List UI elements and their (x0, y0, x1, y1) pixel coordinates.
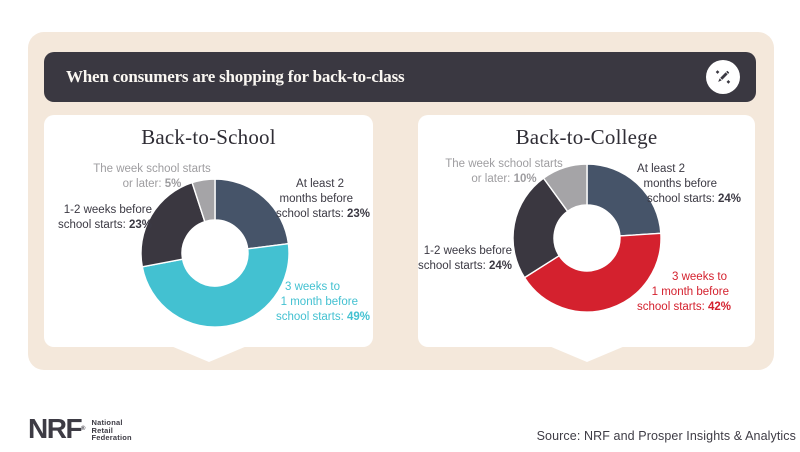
value-three-weeks: 42% (707, 301, 731, 313)
donut-segment (586, 163, 662, 237)
nrf-logo-text: NRF (28, 413, 83, 444)
donut-segment (191, 178, 216, 223)
value-one-two: 23% (128, 219, 152, 231)
value-week-of: 10% (513, 173, 537, 185)
chart-title-back-to-college: Back-to-College (515, 125, 658, 149)
donut-segment (140, 181, 206, 268)
label-at-least-2-months: At least 2 months before school starts: … (276, 178, 370, 220)
label-3-weeks-1-month: 3 weeks to 1 month before school starts:… (637, 271, 731, 313)
source-text: Source: NRF and Prosper Insights & Analy… (536, 429, 796, 443)
donut-segment (214, 178, 290, 250)
registered-mark: ® (81, 426, 86, 432)
label-1-2-weeks: 1-2 weeks before school starts: 23% (58, 204, 152, 231)
card-back-to-college: Back-to-College The week school starts o… (418, 115, 755, 347)
value-three-weeks: 49% (346, 311, 370, 323)
value-at-least: 23% (346, 208, 370, 220)
nrf-logo: NRF® National Retail Federation (28, 415, 132, 443)
value-at-least: 24% (717, 193, 741, 205)
donut-chart-back-to-school (140, 178, 290, 328)
value-week-of: 5% (164, 178, 182, 190)
card-back-to-school: Back-to-School The week school starts or… (44, 115, 373, 347)
label-week-school-starts: The week school starts or later: 5% (93, 163, 211, 190)
label-at-least-2-months: At least 2 months before school starts: … (637, 163, 741, 205)
donut-segment (512, 177, 569, 279)
label-3-weeks-1-month: 3 weeks to 1 month before school starts:… (276, 281, 370, 323)
value-one-two: 24% (488, 260, 512, 272)
chart-title-back-to-school: Back-to-School (141, 125, 276, 149)
donut-segment (523, 232, 662, 313)
page-title: When consumers are shopping for back-to-… (66, 67, 405, 86)
header-bar: When consumers are shopping for back-to-… (44, 52, 756, 102)
pencil-design-icon (706, 60, 740, 94)
label-1-2-weeks: 1-2 weeks before school starts: 24% (418, 245, 512, 272)
donut-segment (542, 163, 588, 212)
donut-segment (141, 243, 290, 328)
label-week-school-starts: The week school starts or later: 10% (445, 158, 563, 185)
nrf-logo-subtext: National Retail Federation (91, 418, 132, 442)
donut-chart-back-to-college (512, 163, 662, 313)
